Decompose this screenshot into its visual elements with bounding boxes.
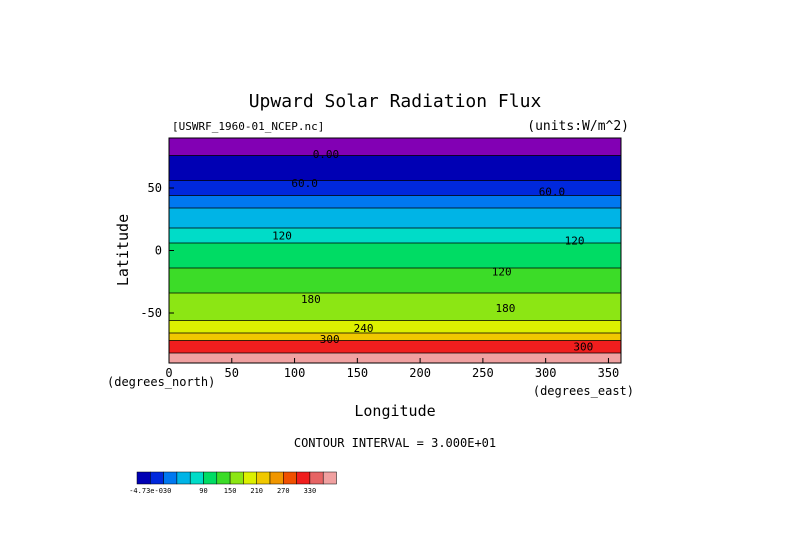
x-axis-label: Longitude xyxy=(354,402,435,420)
contour-label: 60.0 xyxy=(291,177,318,190)
contour-band-9 xyxy=(169,320,621,333)
x-tick-label: 150 xyxy=(346,366,368,380)
contour-band-2 xyxy=(169,180,621,196)
colorbar-swatch xyxy=(243,471,257,485)
contour-band-12 xyxy=(169,353,621,363)
contour-label: 0.00 xyxy=(313,148,340,161)
contour-label: 60.0 xyxy=(539,186,566,199)
contour-band-3 xyxy=(169,195,621,208)
contour-band-5 xyxy=(169,228,621,243)
colorbar-tick-label: -4.73e-030 xyxy=(129,487,171,495)
y-tick-label: 0 xyxy=(155,244,162,258)
x-tick-label: 300 xyxy=(535,366,557,380)
units-label: (units:W/m^2) xyxy=(527,119,629,134)
contour-band-1 xyxy=(169,155,621,181)
colorbar-swatch xyxy=(296,471,311,485)
colorbar-tick-label: 330 xyxy=(304,487,317,495)
plot-area: 0.00 60.0 60.0 120 120 120 180 180 240 300 300 xyxy=(168,137,622,364)
x-tick-label: 0 xyxy=(165,366,172,380)
colorbar-swatch xyxy=(216,471,231,485)
colorbar-swatch xyxy=(136,471,151,485)
colorbar-swatch xyxy=(283,471,297,485)
contour-label: 180 xyxy=(301,293,321,306)
colorbar-swatch xyxy=(256,471,271,485)
colorbar-swatch xyxy=(309,471,324,485)
contour-band-0 xyxy=(169,138,621,156)
contour-interval-text: CONTOUR INTERVAL = 3.000E+01 xyxy=(294,436,496,450)
x-tick-label: 100 xyxy=(284,366,306,380)
contour-label: 120 xyxy=(565,234,585,247)
colorbar-swatch xyxy=(269,471,284,485)
contour-band-4 xyxy=(169,208,621,228)
colorbar-swatch xyxy=(322,471,337,485)
colorbar-tick-label: 270 xyxy=(277,487,290,495)
x-tick-label: 50 xyxy=(225,366,239,380)
contour-label: 300 xyxy=(320,333,340,346)
contour-band-7 xyxy=(169,268,621,293)
x-tick-label: 200 xyxy=(409,366,431,380)
colorbar-swatch xyxy=(189,471,204,485)
contour-band-8 xyxy=(169,293,621,321)
y-axis-label: Latitude xyxy=(114,214,132,286)
colorbar-tick-label: 210 xyxy=(250,487,263,495)
y-tick-label: -50 xyxy=(140,306,162,320)
colorbar-swatch xyxy=(229,471,244,485)
x-axis: 0 50 100 150 200 250 300 350 xyxy=(165,358,619,380)
contour-label: 300 xyxy=(573,341,593,354)
colorbar-swatch xyxy=(203,471,218,485)
contour-label: 240 xyxy=(354,322,374,335)
file-label: [USWRF_1960-01_NCEP.nc] xyxy=(172,120,324,133)
contour-band-11 xyxy=(169,340,621,353)
y-unit-label: (degrees_north) xyxy=(107,375,215,389)
y-tick-label: 50 xyxy=(148,181,162,195)
colorbar-swatch xyxy=(150,471,164,485)
x-tick-label: 350 xyxy=(598,366,620,380)
chart-title: Upward Solar Radiation Flux xyxy=(249,91,542,112)
colorbar-swatch xyxy=(163,471,178,485)
contour-band-6 xyxy=(169,243,621,268)
colorbar-tick-label: 150 xyxy=(224,487,237,495)
contour-label: 120 xyxy=(272,229,292,242)
colorbar-tick-label: 90 xyxy=(199,487,207,495)
contour-band-10 xyxy=(169,333,621,341)
contour-label: 120 xyxy=(492,266,512,279)
colorbar: -4.73e-030 90 150 210 270 330 xyxy=(129,471,337,495)
colorbar-swatch xyxy=(176,471,191,485)
x-unit-label: (degrees_east) xyxy=(533,384,634,398)
x-tick-label: 250 xyxy=(472,366,494,380)
y-axis: 50 0 -50 xyxy=(140,181,174,320)
contour-label: 180 xyxy=(496,302,516,315)
